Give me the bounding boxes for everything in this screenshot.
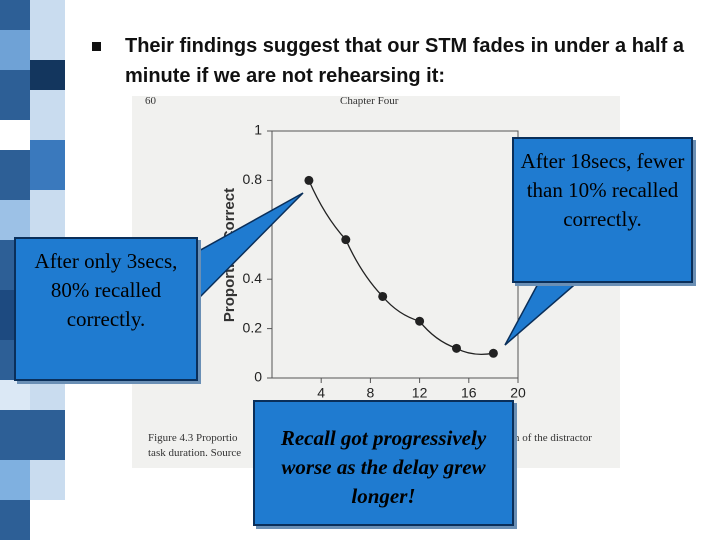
x-tick-label: 20 xyxy=(510,385,526,401)
data-point xyxy=(415,316,425,326)
data-point xyxy=(304,175,314,185)
x-tick-label: 4 xyxy=(317,385,325,401)
caption: task duration. Source xyxy=(148,447,241,459)
x-tick-label: 16 xyxy=(461,385,477,401)
callout: Recall got progressively worse as the de… xyxy=(253,400,514,526)
callout: After 18secs, fewer than 10% recalled co… xyxy=(512,137,693,283)
callout: After only 3secs, 80% recalled correctly… xyxy=(14,237,198,381)
bullet-text: Their findings suggest that our STM fade… xyxy=(125,35,684,87)
x-tick-label: 12 xyxy=(412,385,428,401)
y-tick-label: 0.8 xyxy=(243,171,263,187)
page-number: 60 xyxy=(145,95,157,107)
y-tick-label: 0 xyxy=(254,369,262,385)
y-tick-label: 1 xyxy=(254,122,262,138)
data-point xyxy=(378,291,388,301)
caption: n of the distractor xyxy=(514,432,592,444)
data-point xyxy=(452,343,461,353)
running-head: Chapter Four xyxy=(340,95,399,107)
bullet-marker xyxy=(92,42,101,51)
y-tick-label: 0.2 xyxy=(243,319,263,335)
x-tick-label: 8 xyxy=(367,385,375,401)
data-point xyxy=(488,348,498,358)
data-point xyxy=(341,235,351,245)
caption: Figure 4.3 Proportio xyxy=(148,432,238,444)
y-tick-label: 0.4 xyxy=(243,270,263,286)
